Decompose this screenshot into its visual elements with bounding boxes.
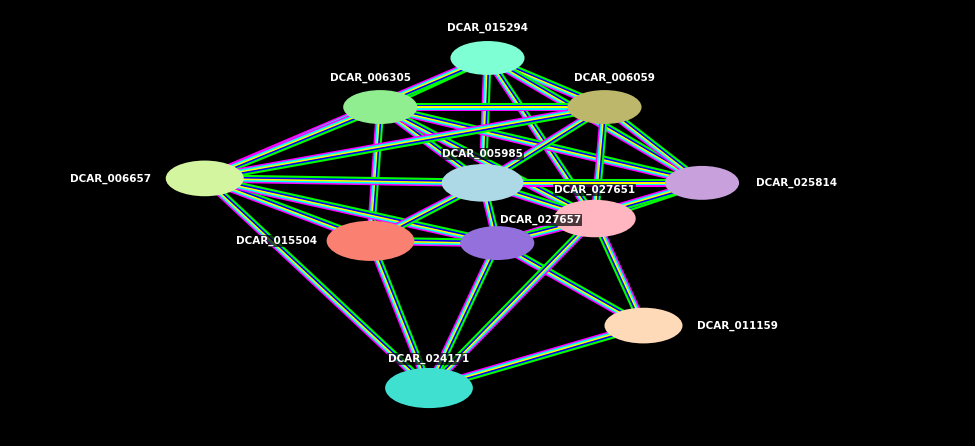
Circle shape: [166, 161, 244, 196]
Circle shape: [604, 308, 682, 343]
Text: DCAR_015504: DCAR_015504: [236, 235, 317, 246]
Circle shape: [450, 41, 525, 75]
Text: DCAR_006059: DCAR_006059: [574, 73, 654, 83]
Circle shape: [442, 164, 524, 202]
Text: DCAR_024171: DCAR_024171: [388, 354, 470, 364]
Circle shape: [460, 226, 534, 260]
Text: DCAR_027651: DCAR_027651: [554, 185, 636, 195]
Text: DCAR_027657: DCAR_027657: [500, 215, 581, 225]
Text: DCAR_011159: DCAR_011159: [697, 320, 778, 331]
Circle shape: [327, 221, 414, 261]
Circle shape: [567, 90, 642, 124]
Text: DCAR_005985: DCAR_005985: [443, 149, 523, 159]
Circle shape: [343, 90, 417, 124]
Text: DCAR_015294: DCAR_015294: [447, 23, 528, 33]
Text: DCAR_006305: DCAR_006305: [330, 73, 411, 83]
Circle shape: [554, 200, 636, 237]
Circle shape: [665, 166, 739, 200]
Circle shape: [385, 368, 473, 408]
Text: DCAR_006657: DCAR_006657: [70, 173, 151, 184]
Text: DCAR_025814: DCAR_025814: [756, 178, 837, 188]
